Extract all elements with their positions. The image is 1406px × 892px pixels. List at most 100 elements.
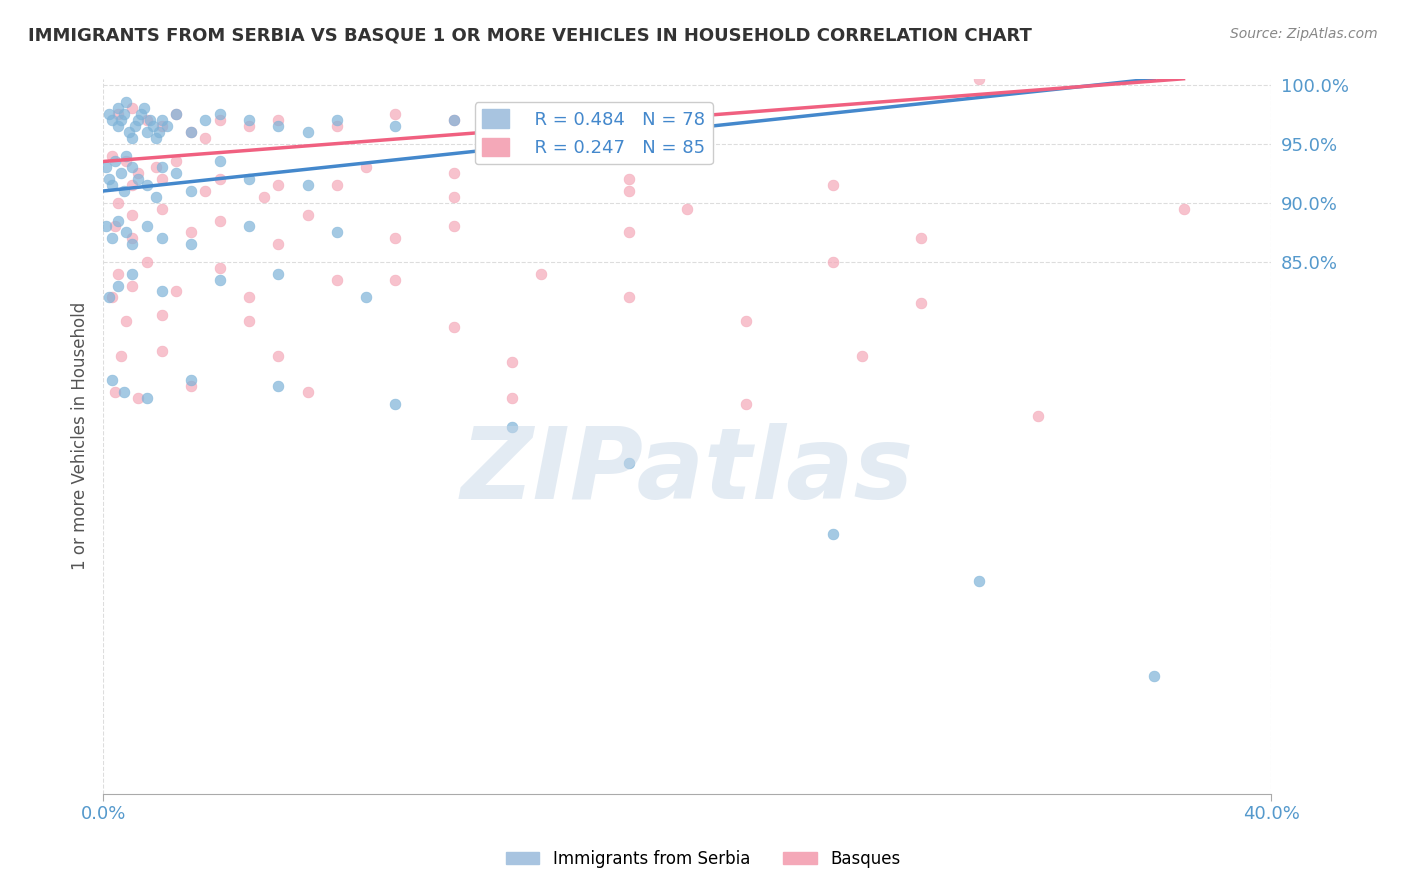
Point — [910, 296, 932, 310]
Point — [107, 101, 129, 115]
Point — [208, 273, 231, 287]
Point — [823, 178, 845, 193]
Point — [501, 391, 523, 405]
Point — [107, 107, 129, 121]
Point — [238, 172, 260, 186]
Point — [98, 290, 121, 304]
Point — [165, 107, 187, 121]
Point — [443, 190, 465, 204]
Point — [267, 237, 290, 252]
Y-axis label: 1 or more Vehicles in Household: 1 or more Vehicles in Household — [72, 302, 89, 570]
Point — [180, 125, 202, 139]
Point — [101, 113, 124, 128]
Point — [121, 161, 143, 175]
Point — [297, 208, 319, 222]
Point — [180, 226, 202, 240]
Point — [208, 213, 231, 227]
Point — [127, 166, 149, 180]
Point — [194, 184, 217, 198]
Point — [165, 285, 187, 299]
Point — [121, 237, 143, 252]
Point — [150, 231, 173, 245]
Point — [107, 267, 129, 281]
Point — [325, 178, 347, 193]
Point — [267, 350, 290, 364]
Point — [136, 219, 159, 234]
Point — [150, 202, 173, 216]
Point — [121, 178, 143, 193]
Point — [238, 113, 260, 128]
Point — [1173, 202, 1195, 216]
Point — [98, 107, 121, 121]
Point — [354, 161, 377, 175]
Point — [150, 172, 173, 186]
Point — [94, 161, 117, 175]
Point — [180, 125, 202, 139]
Text: IMMIGRANTS FROM SERBIA VS BASQUE 1 OR MORE VEHICLES IN HOUSEHOLD CORRELATION CHA: IMMIGRANTS FROM SERBIA VS BASQUE 1 OR MO… — [28, 27, 1032, 45]
Point — [208, 154, 231, 169]
Point — [136, 113, 159, 128]
Point — [104, 219, 127, 234]
Point — [115, 154, 138, 169]
Point — [617, 226, 640, 240]
Legend: Immigrants from Serbia, Basques: Immigrants from Serbia, Basques — [499, 844, 907, 875]
Point — [208, 260, 231, 275]
Point — [150, 161, 173, 175]
Point — [121, 208, 143, 222]
Point — [165, 154, 187, 169]
Point — [150, 113, 173, 128]
Point — [443, 113, 465, 128]
Point — [910, 231, 932, 245]
Point — [121, 267, 143, 281]
Point — [530, 267, 553, 281]
Point — [112, 384, 135, 399]
Point — [110, 113, 132, 128]
Point — [267, 119, 290, 133]
Point — [443, 219, 465, 234]
Point — [208, 172, 231, 186]
Point — [124, 119, 146, 133]
Point — [136, 178, 159, 193]
Point — [384, 119, 406, 133]
Point — [118, 125, 141, 139]
Point — [676, 202, 699, 216]
Point — [142, 119, 165, 133]
Point — [267, 178, 290, 193]
Point — [501, 420, 523, 434]
Point — [238, 290, 260, 304]
Point — [180, 379, 202, 393]
Point — [150, 119, 173, 133]
Point — [1026, 409, 1049, 423]
Point — [734, 397, 756, 411]
Point — [443, 166, 465, 180]
Point — [156, 119, 179, 133]
Point — [101, 290, 124, 304]
Point — [297, 125, 319, 139]
Point — [734, 314, 756, 328]
Point — [115, 314, 138, 328]
Point — [110, 166, 132, 180]
Point — [530, 125, 553, 139]
Point — [823, 526, 845, 541]
Point — [267, 379, 290, 393]
Point — [115, 226, 138, 240]
Point — [238, 219, 260, 234]
Point — [208, 107, 231, 121]
Point — [617, 290, 640, 304]
Point — [267, 267, 290, 281]
Point — [325, 113, 347, 128]
Point — [104, 154, 127, 169]
Point — [145, 190, 167, 204]
Point — [115, 148, 138, 162]
Point — [851, 350, 873, 364]
Point — [101, 231, 124, 245]
Point — [297, 178, 319, 193]
Point — [150, 285, 173, 299]
Legend:   R = 0.484   N = 78,   R = 0.247   N = 85: R = 0.484 N = 78, R = 0.247 N = 85 — [475, 102, 713, 164]
Point — [127, 391, 149, 405]
Point — [325, 226, 347, 240]
Point — [180, 237, 202, 252]
Point — [127, 172, 149, 186]
Point — [150, 343, 173, 358]
Point — [617, 184, 640, 198]
